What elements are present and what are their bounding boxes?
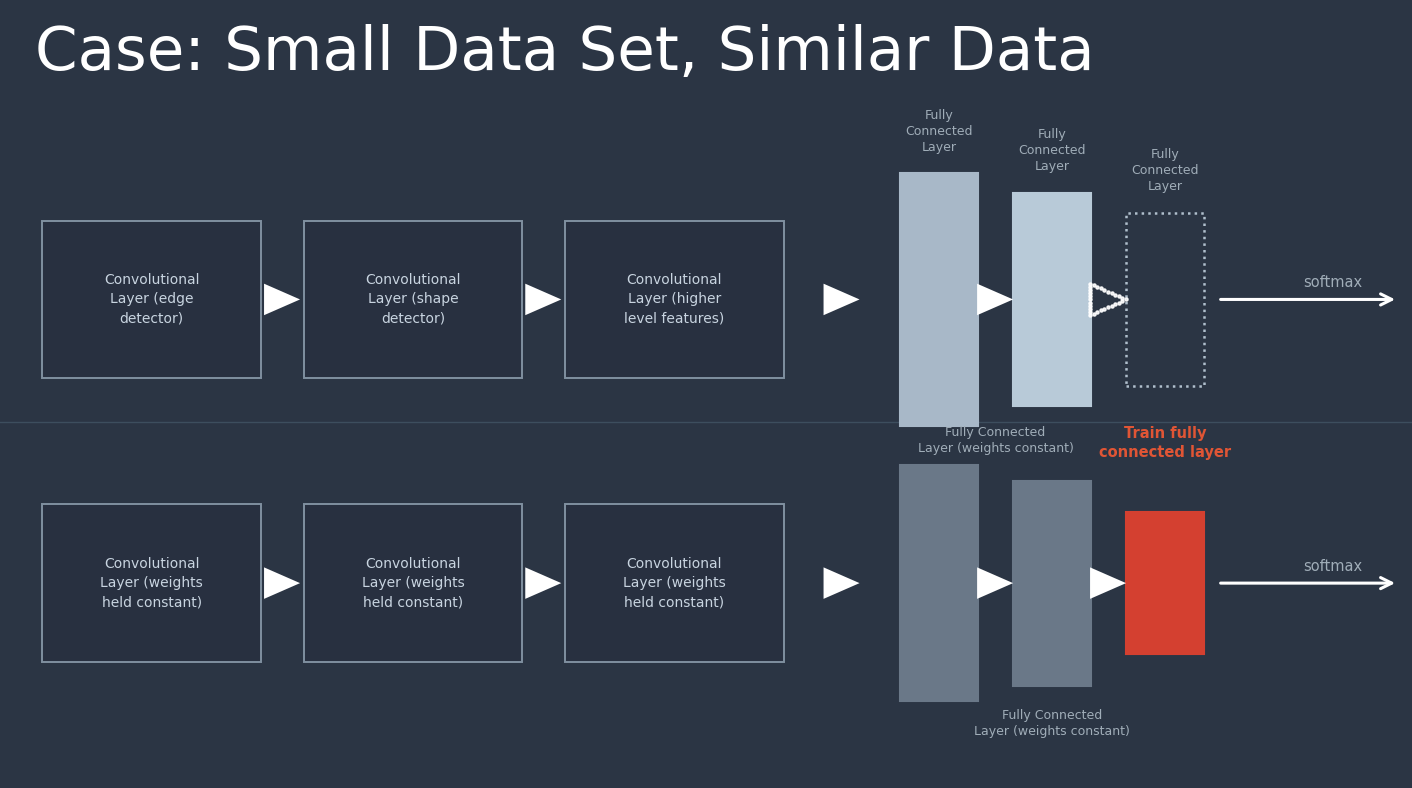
Point xyxy=(1111,292,1134,304)
FancyBboxPatch shape xyxy=(565,221,784,378)
Point xyxy=(1107,290,1130,303)
Point xyxy=(1090,304,1113,317)
Point xyxy=(1079,296,1101,309)
Point xyxy=(1115,293,1138,306)
Text: Convolutional
Layer (weights
held constant): Convolutional Layer (weights held consta… xyxy=(361,557,465,609)
Bar xyxy=(1014,481,1091,686)
Bar xyxy=(1014,193,1091,406)
Point xyxy=(1107,296,1130,309)
Point xyxy=(1079,293,1101,306)
Polygon shape xyxy=(977,567,1012,599)
Polygon shape xyxy=(977,284,1012,315)
Point xyxy=(1083,307,1106,320)
Text: Fully
Connected
Layer: Fully Connected Layer xyxy=(905,109,973,154)
Text: Convolutional
Layer (higher
level features): Convolutional Layer (higher level featur… xyxy=(624,273,724,325)
Polygon shape xyxy=(1090,567,1127,599)
Point xyxy=(1086,281,1108,293)
Text: Convolutional
Layer (weights
held constant): Convolutional Layer (weights held consta… xyxy=(100,557,203,609)
Text: softmax: softmax xyxy=(1303,275,1363,290)
Point xyxy=(1079,303,1101,315)
Point xyxy=(1079,309,1101,322)
Bar xyxy=(901,465,979,701)
Point xyxy=(1097,301,1120,314)
Point xyxy=(1079,299,1101,312)
Polygon shape xyxy=(264,284,301,315)
Point xyxy=(1079,306,1101,318)
FancyBboxPatch shape xyxy=(565,504,784,662)
Point xyxy=(1100,287,1123,299)
Point xyxy=(1104,298,1127,310)
Text: Fully Connected
Layer (weights constant): Fully Connected Layer (weights constant) xyxy=(974,709,1130,738)
Text: Convolutional
Layer (edge
detector): Convolutional Layer (edge detector) xyxy=(104,273,199,325)
Text: Fully
Connected
Layer: Fully Connected Layer xyxy=(1018,128,1086,173)
Point xyxy=(1079,290,1101,303)
Point xyxy=(1079,284,1101,296)
Text: softmax: softmax xyxy=(1303,559,1363,574)
Bar xyxy=(901,173,979,426)
Text: Convolutional
Layer (shape
detector): Convolutional Layer (shape detector) xyxy=(366,273,460,325)
Polygon shape xyxy=(525,567,562,599)
Text: Convolutional
Layer (weights
held constant): Convolutional Layer (weights held consta… xyxy=(623,557,726,609)
Point xyxy=(1093,303,1115,315)
Text: Case: Small Data Set, Similar Data: Case: Small Data Set, Similar Data xyxy=(35,24,1094,83)
Point xyxy=(1083,279,1106,292)
FancyBboxPatch shape xyxy=(42,504,261,662)
Text: Train fully
connected layer: Train fully connected layer xyxy=(1099,426,1231,460)
Point xyxy=(1100,299,1123,312)
Point xyxy=(1104,288,1127,301)
Polygon shape xyxy=(823,284,860,315)
Point xyxy=(1086,306,1108,318)
Polygon shape xyxy=(525,284,562,315)
Text: Fully
Connected
Layer: Fully Connected Layer xyxy=(1131,148,1199,193)
Bar xyxy=(1127,512,1203,654)
Point xyxy=(1079,277,1101,290)
Point xyxy=(1093,284,1115,296)
FancyBboxPatch shape xyxy=(304,221,522,378)
Text: Fully Connected
Layer (weights constant): Fully Connected Layer (weights constant) xyxy=(918,426,1073,455)
Polygon shape xyxy=(264,567,301,599)
Polygon shape xyxy=(823,567,860,599)
FancyBboxPatch shape xyxy=(42,221,261,378)
Bar xyxy=(1127,213,1203,386)
Point xyxy=(1079,281,1101,293)
Point xyxy=(1090,282,1113,295)
Point xyxy=(1111,295,1134,307)
Point xyxy=(1097,285,1120,298)
Point xyxy=(1079,287,1101,299)
FancyBboxPatch shape xyxy=(304,504,522,662)
